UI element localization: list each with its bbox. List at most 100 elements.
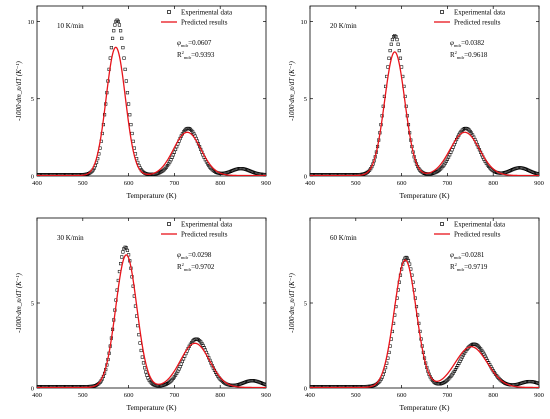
legend-marker-experimental <box>167 222 171 226</box>
r2-superscript: 2 <box>182 50 184 55</box>
r2-subscript: mdr <box>457 267 465 272</box>
data-point <box>120 255 124 259</box>
legend-label-predicted: Predicted results <box>181 231 228 239</box>
data-point <box>173 147 178 152</box>
phi-statistic: φmdr=0.0382 <box>450 39 485 48</box>
x-tick-label: 500 <box>351 180 361 187</box>
x-tick-label: 700 <box>170 180 180 187</box>
data-point <box>397 49 401 53</box>
x-tick-label: 700 <box>170 392 180 399</box>
data-point <box>119 262 123 266</box>
x-tick-label: 600 <box>397 180 407 187</box>
predicted-line <box>37 46 266 176</box>
x-tick-label: 700 <box>443 392 453 399</box>
data-point <box>112 29 116 33</box>
r2-symbol: R <box>177 263 182 271</box>
legend-label-predicted: Predicted results <box>181 19 228 27</box>
data-point <box>537 172 539 176</box>
experimental-markers <box>37 18 266 176</box>
x-tick-label: 400 <box>32 180 42 187</box>
x-tick-label: 800 <box>488 180 498 187</box>
y-tick-label: 5 <box>304 301 307 308</box>
r2-statistic: R2mdr=0.9393 <box>177 50 215 60</box>
r2-subscript: mdr <box>184 267 192 272</box>
x-tick-label: 400 <box>32 392 42 399</box>
data-point <box>145 373 149 377</box>
y-tick-label: 10 <box>28 19 35 26</box>
plot-frame <box>36 217 267 389</box>
x-tick-label: 500 <box>78 180 88 187</box>
chart-panel-4: 400 500 600 700 800 900 0 5 Temperature (K) -1000… <box>288 217 544 412</box>
phi-symbol: φ <box>450 39 454 47</box>
x-tick-label: 400 <box>305 180 315 187</box>
phi-subscript: mdr <box>454 43 462 48</box>
data-point <box>537 381 539 386</box>
r2-value: =0.9393 <box>191 51 215 59</box>
r2-value: =0.9719 <box>464 263 488 271</box>
y-tick-label: 0 <box>304 174 307 181</box>
data-point <box>394 35 398 39</box>
r2-subscript: mdr <box>184 55 192 60</box>
data-point <box>120 36 124 40</box>
data-point <box>141 361 146 365</box>
data-point <box>121 250 125 254</box>
phi-value: =0.0281 <box>461 251 485 259</box>
phi-subscript: mdr <box>181 255 189 260</box>
y-tick-label: 5 <box>304 96 307 103</box>
data-point <box>137 333 141 337</box>
y-tick-label: 5 <box>31 96 34 103</box>
y-axis-label: -1000·dm_n/dT (K⁻¹) <box>288 60 296 120</box>
phi-symbol: φ <box>177 251 181 259</box>
data-point <box>398 56 403 60</box>
data-point <box>119 29 123 33</box>
data-point <box>139 348 143 353</box>
plot-frame <box>309 5 540 177</box>
data-point <box>181 357 186 361</box>
phi-statistic: φmdr=0.0607 <box>177 39 212 48</box>
legend-label-experimental: Experimental data <box>454 9 506 17</box>
heating-rate-annotation: 60 K/min <box>330 234 357 242</box>
y-axis-label: -1000·dm_n/dT (K⁻¹) <box>15 60 23 120</box>
r2-subscript: mdr <box>457 55 465 60</box>
data-point <box>124 79 128 83</box>
y-tick-label: 0 <box>304 386 307 393</box>
r2-superscript: 2 <box>455 262 457 267</box>
data-point <box>143 366 147 370</box>
phi-subscript: mdr <box>454 255 462 260</box>
legend-label-experimental: Experimental data <box>181 9 233 17</box>
data-point <box>388 49 392 53</box>
data-point <box>117 23 122 27</box>
x-tick-label: 600 <box>124 392 134 399</box>
chart-panel-2: 400 500 600 700 800 900 0 5 10 Temperature (K) -10… <box>288 5 544 200</box>
y-tick-label: 0 <box>31 174 34 181</box>
data-point <box>113 23 117 27</box>
data-point <box>264 383 266 387</box>
chart-panel-3: 400 500 600 700 800 900 0 5 Temperature (K) -1000… <box>15 217 271 412</box>
y-axis-label: -1000·dm_n/dT (K⁻¹) <box>15 272 23 332</box>
x-tick-label: 900 <box>261 392 271 399</box>
x-tick-label: 900 <box>261 180 271 187</box>
r2-statistic: R2mdr=0.9702 <box>177 262 215 272</box>
r2-value: =0.9702 <box>191 263 215 271</box>
heating-rate-annotation: 30 K/min <box>57 234 84 242</box>
x-axis-label: Temperature (K) <box>126 191 177 200</box>
r2-statistic: R2mdr=0.9618 <box>450 50 488 60</box>
predicted-line <box>310 51 539 176</box>
chart-panel-1: 400 500 600 700 800 900 0 5 10 Temperature (K) -10… <box>15 5 271 200</box>
r2-symbol: R <box>450 51 455 59</box>
predicted-line <box>310 259 539 388</box>
data-point <box>140 355 144 359</box>
x-axis-label: Temperature (K) <box>399 403 450 412</box>
predicted-line <box>37 254 266 388</box>
data-point <box>389 42 393 46</box>
r2-symbol: R <box>450 263 455 271</box>
data-point <box>121 46 125 50</box>
x-tick-label: 400 <box>305 392 315 399</box>
legend-marker-experimental <box>167 10 171 14</box>
data-point <box>180 359 184 364</box>
y-tick-label: 5 <box>31 301 34 308</box>
x-tick-label: 800 <box>215 180 225 187</box>
data-point <box>127 102 131 106</box>
x-tick-label: 700 <box>443 180 453 187</box>
